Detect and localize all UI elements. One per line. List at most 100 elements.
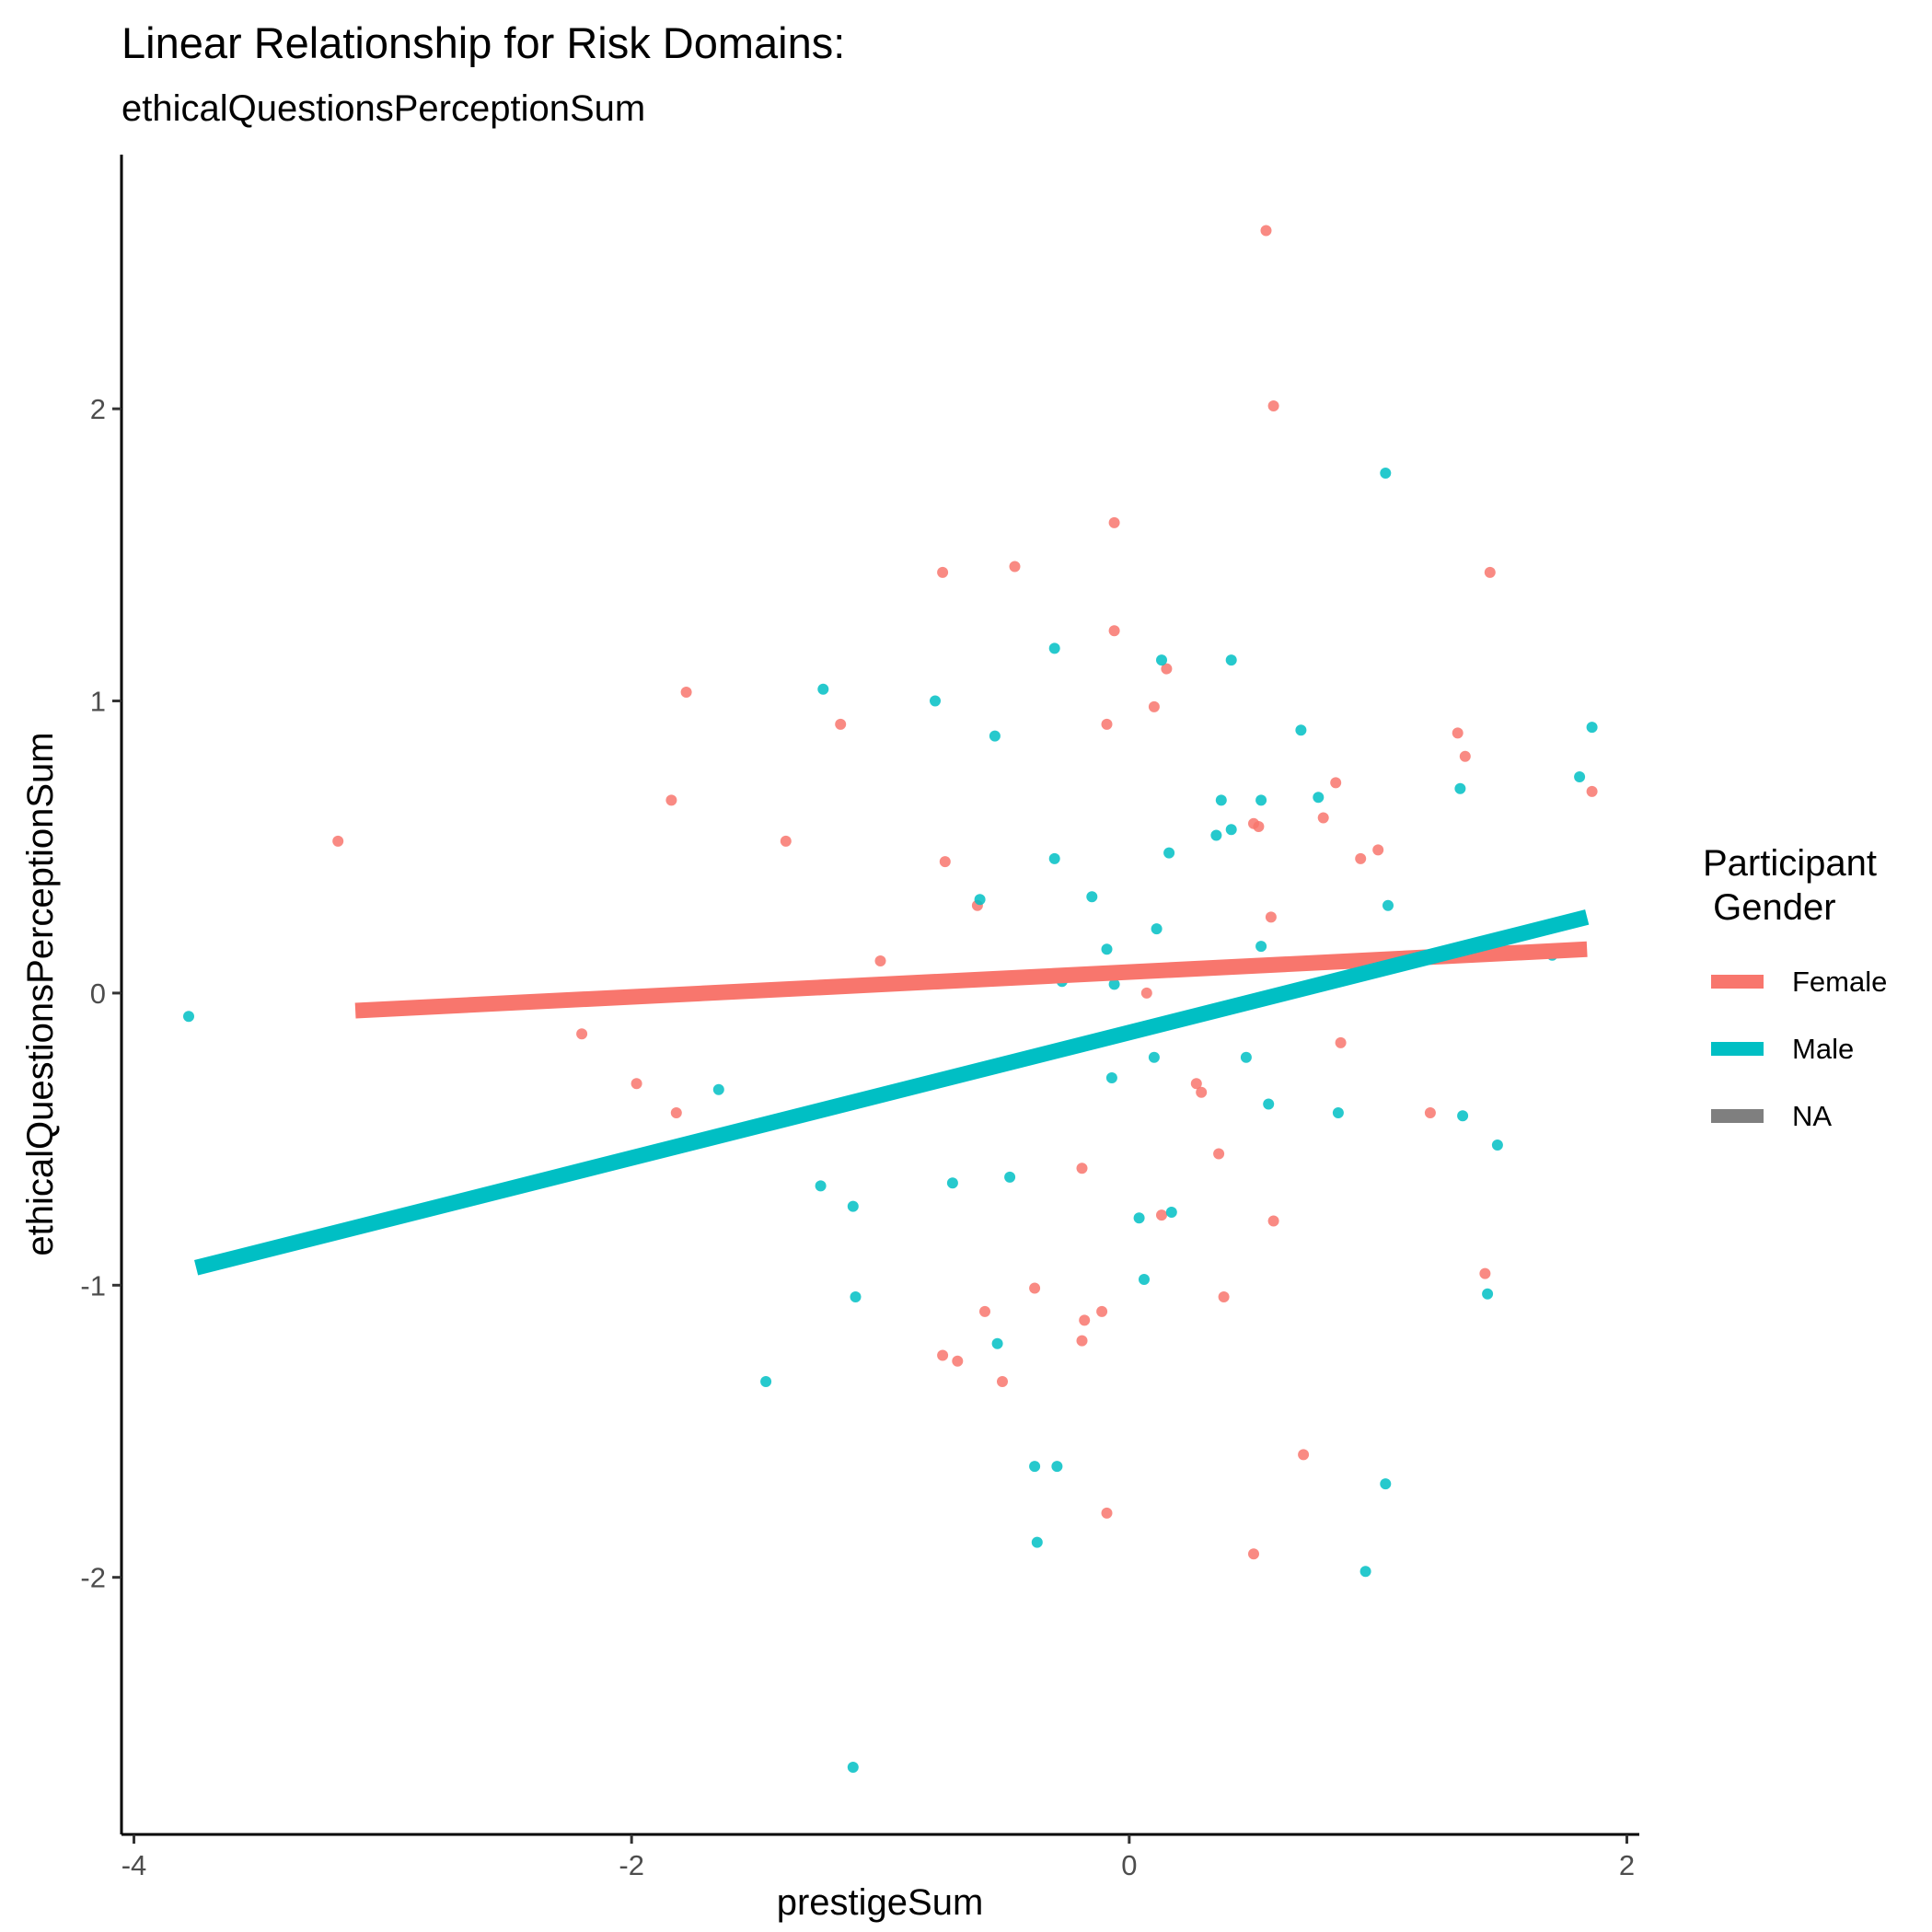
- point-female: [1108, 625, 1120, 637]
- point-female: [1459, 750, 1471, 762]
- y-tick-label: -1: [80, 1269, 106, 1301]
- point-female: [1424, 1107, 1436, 1118]
- point-male: [1086, 891, 1098, 903]
- legend-label-na: NA: [1792, 1100, 1832, 1132]
- point-female: [332, 835, 344, 847]
- point-male: [1457, 1110, 1469, 1122]
- point-male: [1004, 1171, 1016, 1183]
- point-female: [1335, 1036, 1347, 1048]
- point-male: [712, 1083, 724, 1095]
- point-female: [1330, 777, 1342, 789]
- point-male: [850, 1291, 862, 1302]
- fit-line-male: [194, 909, 1590, 1276]
- point-male: [1586, 722, 1598, 734]
- point-male: [817, 683, 829, 695]
- point-male: [1454, 782, 1466, 794]
- point-male: [1225, 824, 1237, 836]
- point-male: [1139, 1274, 1150, 1285]
- point-male: [1148, 1051, 1160, 1063]
- point-male: [1048, 852, 1060, 864]
- point-male: [1255, 941, 1267, 953]
- y-tick-label: -2: [80, 1562, 106, 1594]
- point-female: [1009, 561, 1021, 573]
- point-female: [1190, 1078, 1202, 1090]
- legend-key-na: [1711, 1109, 1764, 1123]
- chart-title: Linear Relationship for Risk Domains:: [121, 18, 845, 67]
- point-female: [979, 1305, 990, 1317]
- point-female: [1317, 812, 1329, 824]
- point-female: [1076, 1335, 1088, 1347]
- point-female: [1140, 987, 1152, 999]
- point-female: [631, 1078, 642, 1090]
- point-female: [937, 1349, 949, 1361]
- point-male: [1255, 794, 1267, 806]
- legend-title-line2: Gender: [1703, 887, 1836, 928]
- point-female: [1267, 1215, 1279, 1227]
- fit-lines: [194, 909, 1590, 1276]
- point-male: [1163, 847, 1175, 859]
- x-axis-title: prestigeSum: [777, 1882, 984, 1923]
- point-female: [1161, 663, 1173, 675]
- point-male: [1151, 923, 1163, 935]
- point-female: [1148, 700, 1160, 712]
- point-male: [1359, 1566, 1371, 1578]
- point-male: [1295, 724, 1307, 736]
- legend-label-female: Female: [1792, 966, 1887, 998]
- point-male: [847, 1762, 859, 1773]
- point-female: [835, 718, 847, 730]
- point-female: [937, 566, 949, 578]
- point-male: [1574, 771, 1586, 782]
- point-male: [974, 894, 986, 906]
- legend-label-male: Male: [1792, 1033, 1854, 1065]
- point-male: [1240, 1051, 1252, 1063]
- point-male: [1263, 1098, 1275, 1110]
- x-tick-label: -4: [121, 1849, 147, 1881]
- point-male: [815, 1180, 827, 1192]
- point-male: [1313, 792, 1325, 804]
- point-female: [1248, 1548, 1259, 1560]
- legend-key-female: [1711, 975, 1764, 989]
- x-axis-ticks: -4 -2 0 2: [121, 1834, 1635, 1881]
- point-female: [939, 856, 951, 868]
- point-female: [1355, 852, 1367, 864]
- point-male: [946, 1177, 958, 1189]
- point-male: [1491, 1140, 1503, 1151]
- y-tick-label: 1: [90, 686, 106, 718]
- point-male: [1051, 1461, 1063, 1473]
- point-female: [1108, 516, 1120, 528]
- point-male: [1215, 794, 1227, 806]
- point-male: [760, 1376, 772, 1387]
- point-male: [991, 1337, 1003, 1349]
- point-female: [1029, 1282, 1041, 1294]
- point-female: [1196, 1086, 1208, 1098]
- point-male: [1101, 943, 1113, 955]
- data-points: [183, 225, 1598, 1773]
- y-axis-title: ethicalQuestionsPerceptionSum: [20, 732, 61, 1255]
- point-female: [997, 1376, 1008, 1387]
- point-female: [1079, 1314, 1091, 1326]
- point-male: [847, 1200, 859, 1212]
- legend-key-male: [1711, 1042, 1764, 1056]
- point-female: [952, 1355, 964, 1367]
- x-tick-label: 0: [1121, 1849, 1137, 1881]
- point-female: [1479, 1267, 1491, 1279]
- x-tick-label: 2: [1619, 1849, 1635, 1881]
- point-female: [780, 835, 792, 847]
- point-female: [1101, 1507, 1113, 1519]
- point-female: [1213, 1148, 1225, 1160]
- point-male: [1156, 654, 1167, 666]
- point-male: [1380, 1478, 1392, 1490]
- fit-line-female: [354, 941, 1588, 1019]
- point-female: [1372, 844, 1384, 856]
- point-female: [1298, 1449, 1310, 1461]
- point-female: [1156, 1209, 1167, 1221]
- point-male: [989, 730, 1001, 742]
- point-female: [1218, 1291, 1230, 1302]
- y-tick-label: 2: [90, 393, 106, 425]
- chart-subtitle: ethicalQuestionsPerceptionSum: [121, 88, 645, 129]
- point-male: [1133, 1212, 1145, 1224]
- point-female: [1265, 911, 1277, 923]
- point-male: [930, 695, 941, 707]
- point-male: [1382, 899, 1394, 911]
